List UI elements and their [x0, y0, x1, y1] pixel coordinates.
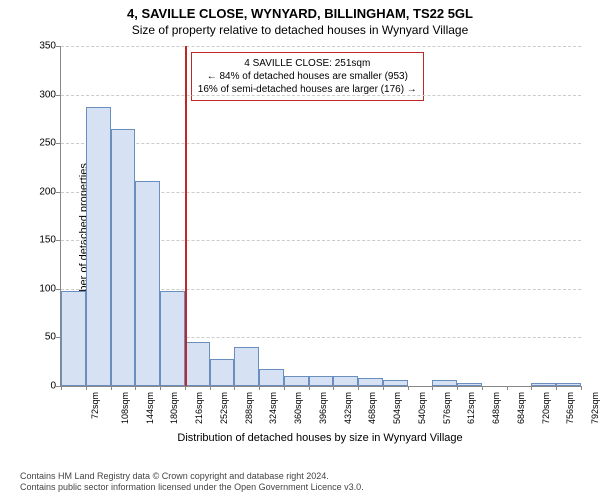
histogram-bar: [160, 291, 185, 386]
x-tick-label: 252sqm: [219, 392, 229, 424]
y-tick-label: 300: [26, 89, 56, 100]
histogram-bar: [210, 359, 235, 386]
histogram-bar: [556, 383, 581, 386]
x-tick-mark: [111, 386, 112, 390]
x-tick-mark: [507, 386, 508, 390]
y-tick-label: 200: [26, 186, 56, 197]
y-tick-mark: [56, 143, 61, 144]
x-tick-mark: [284, 386, 285, 390]
x-tick-label: 792sqm: [590, 392, 600, 424]
x-tick-mark: [333, 386, 334, 390]
x-tick-label: 468sqm: [367, 392, 377, 424]
footer-line-2: Contains public sector information licen…: [20, 482, 364, 494]
footer-text: Contains HM Land Registry data © Crown c…: [20, 471, 364, 494]
chart-title: 4, SAVILLE CLOSE, WYNYARD, BILLINGHAM, T…: [0, 0, 600, 21]
x-tick-mark: [482, 386, 483, 390]
x-tick-mark: [358, 386, 359, 390]
x-tick-mark: [383, 386, 384, 390]
y-tick-label: 0: [26, 381, 56, 392]
x-tick-mark: [581, 386, 582, 390]
y-tick-label: 250: [26, 138, 56, 149]
x-tick-label: 360sqm: [293, 392, 303, 424]
x-tick-mark: [556, 386, 557, 390]
histogram-bar: [309, 376, 334, 386]
x-axis-label: Distribution of detached houses by size …: [60, 432, 580, 444]
histogram-bar: [234, 347, 259, 386]
y-tick-label: 350: [26, 41, 56, 52]
y-tick-label: 100: [26, 283, 56, 294]
x-tick-mark: [432, 386, 433, 390]
x-tick-mark: [185, 386, 186, 390]
grid-line: [61, 95, 581, 96]
histogram-bar: [432, 380, 457, 386]
x-tick-mark: [457, 386, 458, 390]
x-tick-label: 720sqm: [541, 392, 551, 424]
histogram-bar: [185, 342, 210, 386]
x-tick-mark: [408, 386, 409, 390]
histogram-bar: [111, 129, 136, 386]
x-tick-label: 396sqm: [318, 392, 328, 424]
x-tick-mark: [259, 386, 260, 390]
x-tick-label: 756sqm: [566, 392, 576, 424]
histogram-bar: [333, 376, 358, 386]
footer-line-1: Contains HM Land Registry data © Crown c…: [20, 471, 364, 483]
x-tick-label: 288sqm: [244, 392, 254, 424]
plot-area: 4 SAVILLE CLOSE: 251sqm ← 84% of detache…: [60, 46, 581, 387]
x-tick-mark: [531, 386, 532, 390]
histogram-bar: [383, 380, 408, 386]
annotation-line-2: ← 84% of detached houses are smaller (95…: [198, 70, 417, 83]
x-tick-label: 648sqm: [491, 392, 501, 424]
histogram-bar: [86, 107, 111, 386]
histogram-bar: [135, 181, 160, 386]
histogram-bar: [284, 376, 309, 386]
x-tick-mark: [61, 386, 62, 390]
histogram-bar: [61, 291, 86, 386]
x-tick-mark: [86, 386, 87, 390]
histogram-bar: [531, 383, 556, 386]
x-tick-label: 432sqm: [343, 392, 353, 424]
x-tick-label: 144sqm: [145, 392, 155, 424]
x-tick-label: 72sqm: [90, 392, 100, 419]
annotation-line-1: 4 SAVILLE CLOSE: 251sqm: [198, 57, 417, 70]
x-tick-label: 684sqm: [516, 392, 526, 424]
x-tick-mark: [309, 386, 310, 390]
x-tick-label: 180sqm: [169, 392, 179, 424]
x-tick-label: 324sqm: [268, 392, 278, 424]
y-tick-mark: [56, 192, 61, 193]
grid-line: [61, 46, 581, 47]
histogram-bar: [358, 378, 383, 386]
y-tick-mark: [56, 289, 61, 290]
reference-line: [185, 46, 187, 386]
y-tick-mark: [56, 240, 61, 241]
x-tick-label: 576sqm: [442, 392, 452, 424]
y-tick-mark: [56, 46, 61, 47]
chart-subtitle: Size of property relative to detached ho…: [0, 21, 600, 37]
x-tick-mark: [234, 386, 235, 390]
chart-container: 4, SAVILLE CLOSE, WYNYARD, BILLINGHAM, T…: [0, 0, 600, 500]
y-tick-mark: [56, 95, 61, 96]
histogram-bar: [457, 383, 482, 386]
y-tick-label: 150: [26, 235, 56, 246]
grid-line: [61, 143, 581, 144]
x-tick-mark: [210, 386, 211, 390]
x-tick-label: 504sqm: [392, 392, 402, 424]
x-tick-label: 216sqm: [194, 392, 204, 424]
x-tick-mark: [135, 386, 136, 390]
x-tick-label: 540sqm: [417, 392, 427, 424]
y-tick-label: 50: [26, 332, 56, 343]
x-tick-mark: [160, 386, 161, 390]
x-tick-label: 612sqm: [466, 392, 476, 424]
histogram-bar: [259, 369, 284, 386]
x-tick-label: 108sqm: [120, 392, 130, 424]
